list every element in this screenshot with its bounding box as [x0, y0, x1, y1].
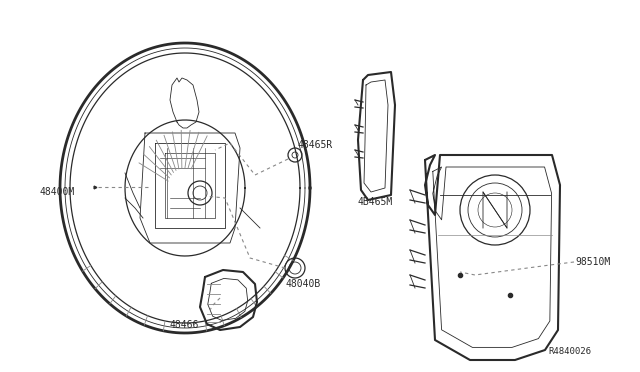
- Text: 48465R: 48465R: [297, 140, 332, 150]
- Text: R4840026: R4840026: [548, 347, 591, 356]
- Text: 48040B: 48040B: [286, 279, 321, 289]
- Text: 4B465M: 4B465M: [357, 197, 392, 207]
- Text: 48466: 48466: [170, 320, 200, 330]
- Text: 48400M: 48400M: [40, 187, 76, 197]
- Text: 98510M: 98510M: [575, 257, 611, 267]
